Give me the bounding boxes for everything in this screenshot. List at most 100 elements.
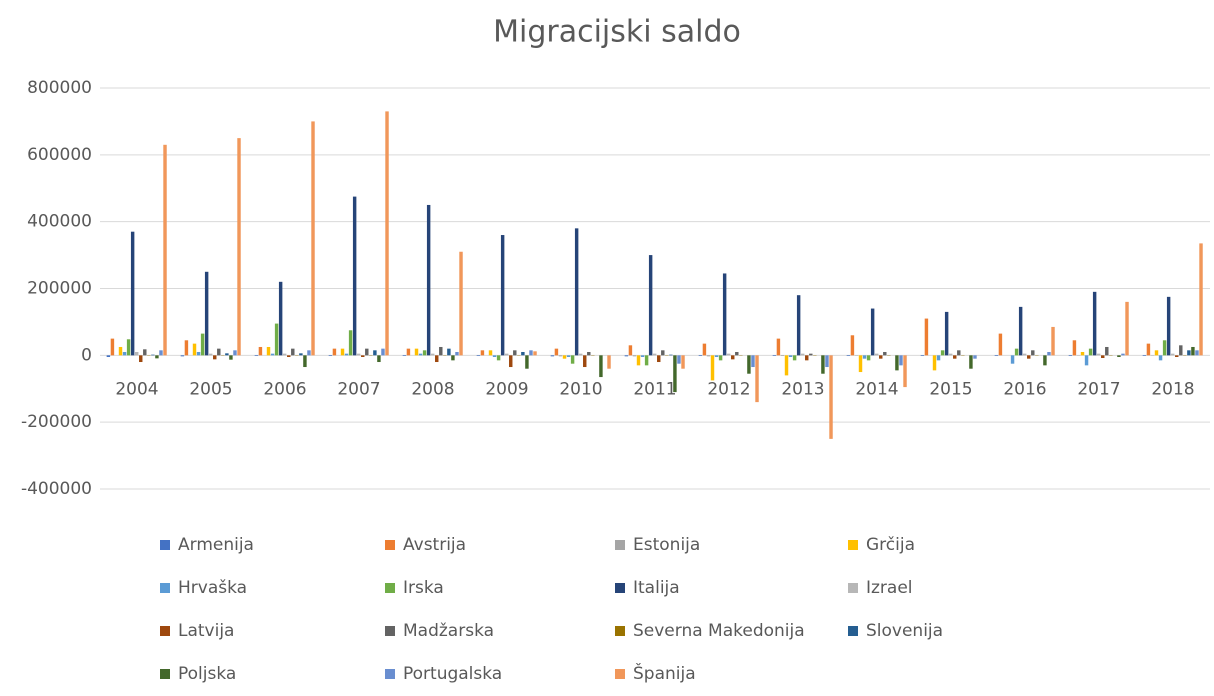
bar: [291, 348, 295, 356]
bar: [903, 355, 907, 388]
bar: [344, 353, 349, 356]
bar: [862, 355, 867, 359]
legend-label: Portugalska: [403, 664, 502, 684]
legend-swatch: [385, 540, 395, 550]
bar: [661, 350, 665, 356]
bar: [558, 355, 563, 357]
bar: [805, 355, 809, 361]
bar: [698, 355, 703, 357]
bar: [953, 355, 957, 359]
legend-swatch: [615, 626, 625, 636]
bar: [1146, 343, 1151, 356]
bar: [488, 350, 493, 356]
legend-label: Grčija: [866, 535, 915, 555]
chart-title: Migracijski saldo: [493, 15, 741, 50]
bar: [476, 355, 481, 357]
bar: [1101, 355, 1105, 359]
bar: [636, 355, 641, 366]
bar: [270, 353, 275, 356]
bar: [340, 348, 345, 356]
x-tick-label: 2014: [855, 379, 898, 399]
bar: [1199, 243, 1203, 356]
legend-swatch: [385, 669, 395, 679]
bar: [1142, 355, 1147, 357]
legend-swatch: [615, 583, 625, 593]
legend-label: Estonija: [633, 535, 700, 555]
bar: [846, 355, 851, 357]
bar: [969, 355, 973, 369]
bar: [1166, 296, 1171, 356]
bar: [825, 355, 829, 368]
bar: [307, 350, 311, 356]
bar: [1105, 346, 1109, 356]
bar: [143, 349, 147, 356]
bar: [1018, 306, 1023, 356]
bar: [402, 355, 407, 357]
bar: [644, 355, 649, 366]
bar: [480, 350, 485, 356]
x-tick-label: 2007: [337, 379, 380, 399]
bar: [1031, 350, 1035, 356]
bar: [714, 355, 719, 358]
bar: [217, 348, 221, 356]
legend-swatch: [848, 626, 858, 636]
bar: [751, 355, 755, 368]
bar: [850, 335, 855, 356]
bar: [722, 273, 727, 356]
bar: [352, 196, 357, 356]
bar: [883, 351, 887, 356]
bar: [747, 355, 751, 374]
bar: [936, 355, 941, 361]
bar: [809, 353, 813, 356]
bar: [994, 355, 999, 357]
bar: [377, 355, 381, 363]
bar: [924, 318, 929, 356]
legend-swatch: [615, 540, 625, 550]
bar: [529, 350, 533, 356]
bar: [426, 204, 431, 356]
y-tick-label: 0: [81, 345, 92, 365]
bar: [122, 351, 127, 356]
bar: [1047, 351, 1051, 356]
bar: [500, 235, 505, 356]
bar: [932, 355, 937, 371]
bar: [430, 353, 435, 356]
x-tick-label: 2013: [781, 379, 824, 399]
bar: [706, 355, 711, 357]
bar: [406, 348, 411, 356]
bar: [1175, 355, 1179, 358]
bar: [134, 351, 139, 356]
bar: [776, 338, 781, 356]
bar: [200, 333, 205, 356]
bar: [1162, 340, 1167, 356]
bar: [159, 350, 163, 356]
bar: [640, 355, 645, 358]
bar: [998, 333, 1003, 356]
bar: [870, 308, 875, 356]
bar: [233, 350, 237, 356]
x-tick-label: 2016: [1003, 379, 1046, 399]
y-tick-label: -200000: [21, 412, 92, 432]
bar: [821, 355, 825, 374]
y-tick-label: 200000: [27, 279, 92, 299]
bar: [648, 255, 653, 356]
x-tick-label: 2006: [263, 379, 306, 399]
legend-label: Severna Makedonija: [633, 621, 805, 641]
bar: [948, 353, 953, 356]
bar: [1022, 353, 1027, 356]
bar: [607, 355, 611, 369]
bar: [459, 251, 463, 356]
bar: [1158, 355, 1163, 361]
bar: [718, 355, 723, 361]
bar: [278, 281, 283, 356]
bar: [192, 343, 197, 356]
bar: [920, 355, 925, 357]
bar: [731, 355, 735, 360]
bar: [130, 231, 135, 356]
legend-label: Italija: [633, 578, 680, 598]
bar: [418, 353, 423, 356]
bar: [726, 353, 731, 356]
bar: [677, 355, 681, 364]
bar: [439, 346, 443, 356]
bar: [385, 111, 389, 356]
